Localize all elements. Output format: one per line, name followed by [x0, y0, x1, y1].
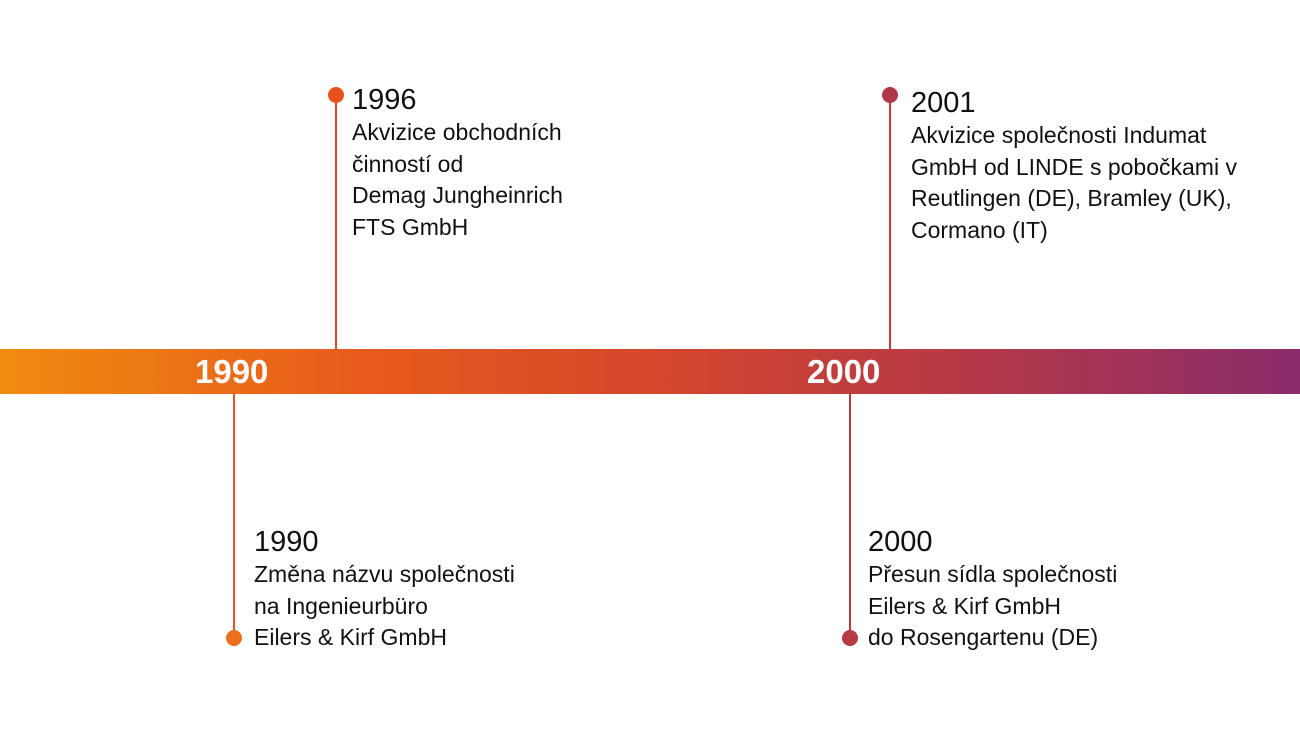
event-2000: 2000 Přesun sídla společnosti Eilers & K… — [868, 525, 1117, 654]
event-text-line: Eilers & Kirf GmbH — [868, 592, 1061, 619]
event-text-line: Reutlingen (DE), Bramley (UK), — [911, 185, 1232, 211]
event-text-line: do Rosengartenu (DE) — [868, 624, 1099, 650]
marker-stem-2001 — [889, 95, 891, 350]
marker-stem-1996 — [335, 94, 337, 350]
marker-dot-2000 — [842, 630, 858, 646]
timeline-band — [0, 349, 1300, 394]
event-text-line: Cormano (IT) — [911, 216, 1048, 243]
axis-label-1990: 1990 — [195, 353, 269, 390]
axis-label-2000: 2000 — [807, 353, 881, 390]
event-year: 2000 — [868, 526, 933, 558]
event-text-line: Demag Jungheinrich — [352, 182, 563, 208]
event-1990: 1990 Změna názvu společnosti na Ingenieu… — [254, 525, 515, 654]
marker-stem-2000 — [849, 393, 851, 638]
event-text-line: GmbH od LINDE s pobočkami v — [911, 153, 1237, 180]
marker-dot-1996 — [328, 87, 344, 103]
event-text-line: Akvizice společnosti Indumat — [911, 122, 1207, 148]
marker-dot-1990 — [226, 630, 242, 646]
event-text-line: na Ingenieurbüro — [254, 592, 428, 619]
event-text-line: Eilers & Kirf GmbH — [254, 624, 447, 650]
event-2001: 2001 Akvizice společnosti Indumat GmbH o… — [911, 86, 1237, 246]
event-year: 2001 — [911, 87, 976, 119]
event-1996: 1996 Akvizice obchodních činností od Dem… — [352, 83, 563, 243]
event-year: 1996 — [352, 84, 417, 116]
event-text-line: Změna názvu společnosti — [254, 561, 515, 587]
event-text-line: Akvizice obchodních — [352, 119, 562, 145]
event-text-line: činností od — [352, 150, 464, 177]
event-text-line: Přesun sídla společnosti — [868, 561, 1118, 587]
marker-dot-2001 — [882, 87, 898, 103]
event-year: 1990 — [254, 526, 319, 558]
marker-stem-1990 — [233, 393, 235, 638]
event-text-line: FTS GmbH — [352, 213, 469, 240]
